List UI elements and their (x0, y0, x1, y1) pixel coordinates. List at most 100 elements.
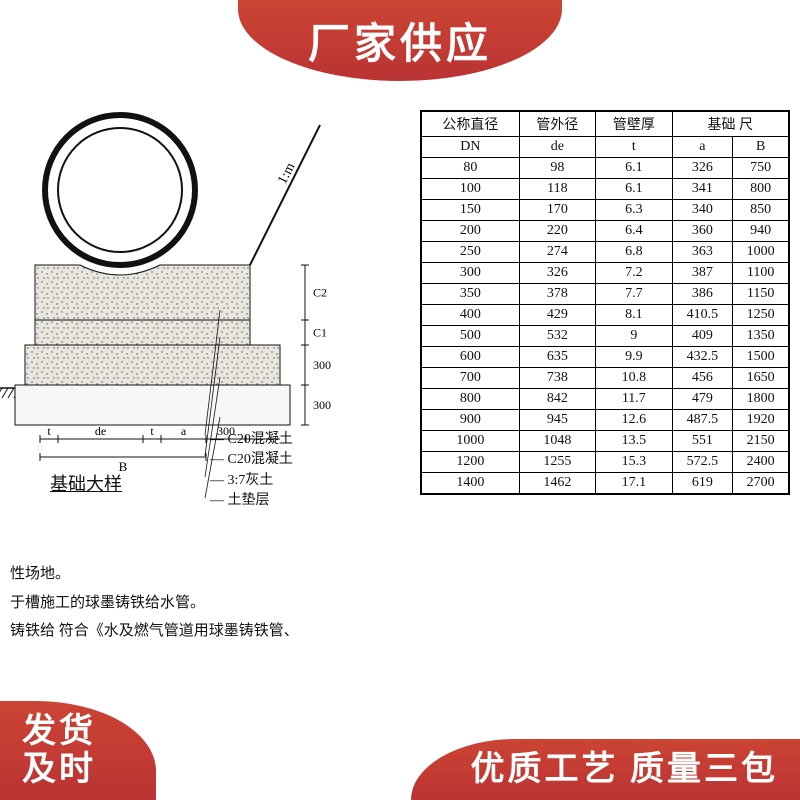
table-cell: 1400 (421, 473, 519, 495)
col-subheader: B (733, 137, 789, 158)
table-row: 2502746.83631000 (421, 242, 789, 263)
table-cell: 1500 (733, 347, 789, 368)
svg-text:t: t (150, 424, 154, 438)
table-cell: 1350 (733, 326, 789, 347)
table-cell: 2700 (733, 473, 789, 495)
table-cell: 1800 (733, 389, 789, 410)
table-cell: 387 (672, 263, 733, 284)
svg-text:C1: C1 (313, 326, 327, 340)
table-cell: 619 (672, 473, 733, 495)
table-cell: 1000 (421, 431, 519, 452)
table-cell: 945 (519, 410, 595, 431)
table-cell: 12.6 (596, 410, 672, 431)
legend-item: 土垫层 (210, 491, 293, 511)
table-cell: 350 (421, 284, 519, 305)
table-cell: 6.1 (596, 158, 672, 179)
table-cell: 600 (421, 347, 519, 368)
svg-text:300: 300 (313, 358, 331, 372)
table-cell: 429 (519, 305, 595, 326)
body-text: 性场地。于槽施工的球墨铸铁给水管。铸铁给 符合《水及燃气管道用球墨铸铁管、 (10, 560, 790, 646)
table-row: 3503787.73861150 (421, 284, 789, 305)
table-cell: 738 (519, 368, 595, 389)
table-cell: 800 (733, 179, 789, 200)
legend-item: C20混凝土 (210, 430, 293, 450)
table-cell: 11.7 (596, 389, 672, 410)
table-cell: 456 (672, 368, 733, 389)
col-header: 管壁厚 (596, 111, 672, 137)
table-cell: 220 (519, 221, 595, 242)
legend-item: 3:7灰土 (210, 471, 293, 491)
table-cell: 2400 (733, 452, 789, 473)
table-cell: 432.5 (672, 347, 733, 368)
table-cell: 800 (421, 389, 519, 410)
foundation-diagram: 1:mC2C1300300tdeta300B (0, 100, 380, 500)
table-cell: 479 (672, 389, 733, 410)
table-cell: 9.9 (596, 347, 672, 368)
badge-bottom-right: 优质工艺 质量三包 (411, 739, 800, 800)
table-row: 1501706.3340850 (421, 200, 789, 221)
table-cell: 8.1 (596, 305, 672, 326)
table-cell: 400 (421, 305, 519, 326)
table-cell: 6.1 (596, 179, 672, 200)
body-line: 铸铁给 符合《水及燃气管道用球墨铸铁管、 (10, 617, 790, 646)
col-subheader: de (519, 137, 595, 158)
table-row: 4004298.1410.51250 (421, 305, 789, 326)
col-subheader: t (596, 137, 672, 158)
table-cell: 1462 (519, 473, 595, 495)
table-cell: 341 (672, 179, 733, 200)
table-cell: 6.3 (596, 200, 672, 221)
page-content: 1:mC2C1300300tdeta300B 基础大样 C20混凝土C20混凝土… (0, 100, 800, 760)
spec-table: 公称直径管外径管壁厚基础 尺DNdetaB80986.1326750100118… (420, 110, 790, 495)
table-row: 80986.1326750 (421, 158, 789, 179)
table-row: 6006359.9432.51500 (421, 347, 789, 368)
table-cell: 1920 (733, 410, 789, 431)
table-row: 50053294091350 (421, 326, 789, 347)
table-cell: 100 (421, 179, 519, 200)
table-cell: 1048 (519, 431, 595, 452)
table-cell: 13.5 (596, 431, 672, 452)
table-cell: 250 (421, 242, 519, 263)
svg-text:de: de (95, 424, 106, 438)
table-cell: 17.1 (596, 473, 672, 495)
table-cell: 378 (519, 284, 595, 305)
table-cell: 409 (672, 326, 733, 347)
table-cell: 1200 (421, 452, 519, 473)
table-cell: 326 (519, 263, 595, 284)
col-header: 管外径 (519, 111, 595, 137)
table-cell: 9 (596, 326, 672, 347)
table-cell: 386 (672, 284, 733, 305)
table-cell: 15.3 (596, 452, 672, 473)
table-row: 3003267.23871100 (421, 263, 789, 284)
table-cell: 274 (519, 242, 595, 263)
table-row: 80084211.74791800 (421, 389, 789, 410)
table-cell: 2150 (733, 431, 789, 452)
top-banner: 厂家供应 (238, 0, 562, 81)
table-cell: 10.8 (596, 368, 672, 389)
table-cell: 572.5 (672, 452, 733, 473)
table-cell: 98 (519, 158, 595, 179)
table-cell: 900 (421, 410, 519, 431)
table-cell: 200 (421, 221, 519, 242)
table-cell: 1150 (733, 284, 789, 305)
table-cell: 551 (672, 431, 733, 452)
table-cell: 6.4 (596, 221, 672, 242)
table-cell: 80 (421, 158, 519, 179)
svg-text:a: a (181, 424, 187, 438)
table-row: 2002206.4360940 (421, 221, 789, 242)
svg-text:t: t (47, 424, 51, 438)
svg-text:C2: C2 (313, 286, 327, 300)
table-row: 1001186.1341800 (421, 179, 789, 200)
body-line: 性场地。 (10, 560, 790, 589)
table-cell: 118 (519, 179, 595, 200)
table-cell: 150 (421, 200, 519, 221)
legend-item: C20混凝土 (210, 450, 293, 470)
table-cell: 487.5 (672, 410, 733, 431)
table-cell: 940 (733, 221, 789, 242)
table-cell: 6.8 (596, 242, 672, 263)
table-row: 70073810.84561650 (421, 368, 789, 389)
table-row: 90094512.6487.51920 (421, 410, 789, 431)
table-row: 1000104813.55512150 (421, 431, 789, 452)
table-row: 1400146217.16192700 (421, 473, 789, 495)
svg-text:1:m: 1:m (275, 161, 298, 187)
table-row: 1200125515.3572.52400 (421, 452, 789, 473)
